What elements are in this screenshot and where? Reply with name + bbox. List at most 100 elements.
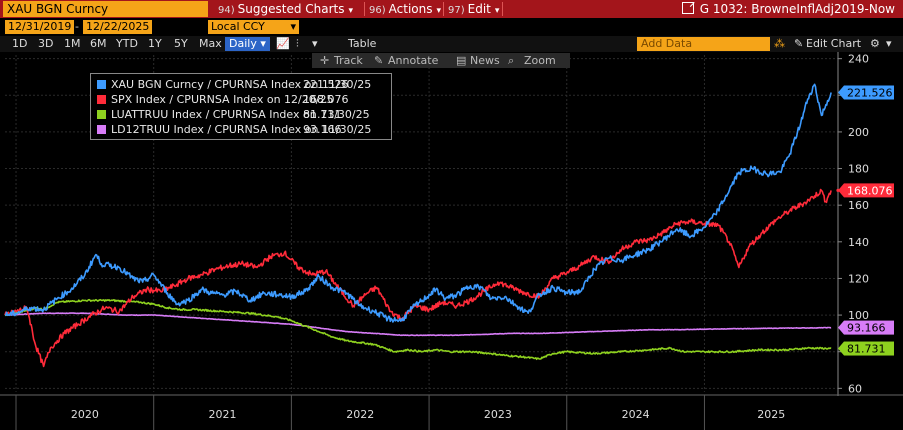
bar-chart-icon[interactable]: ⫶: [296, 37, 299, 50]
news-icon: ▤: [456, 54, 467, 67]
series-layer: [4, 83, 840, 368]
value-tag-pointer: [838, 183, 844, 198]
legend-value: 93.166: [303, 123, 342, 136]
legend-value: 168.076: [303, 93, 349, 106]
period-max[interactable]: Max: [199, 37, 222, 50]
period-6m[interactable]: 6M: [90, 37, 107, 50]
suggested-charts-menu[interactable]: 94) Suggested Charts ▾: [218, 0, 353, 18]
legend-swatch: [97, 80, 106, 89]
series-gold-line[interactable]: [5, 83, 832, 323]
chevron-down-icon[interactable]: ▾: [312, 37, 318, 50]
menu-divider: [502, 2, 503, 16]
chevron-down-icon: ▾: [260, 37, 266, 50]
value-tag-label: 81.731: [847, 343, 886, 356]
pencil-icon[interactable]: ✎: [794, 37, 804, 50]
series-ld12truu-line[interactable]: [4, 312, 832, 337]
settings-gear-icon[interactable]: ⚙: [870, 37, 880, 50]
menu-divider: [364, 2, 365, 16]
value-tag-box: [844, 341, 894, 356]
period-1d[interactable]: 1D: [12, 37, 28, 50]
legend-item-gold[interactable]: XAU BGN Curncy / CPURNSA Index on 11/30/…: [97, 77, 385, 92]
chevron-down-icon: ▾: [436, 6, 442, 16]
search-icon: ⌕: [508, 54, 515, 67]
edit-menu[interactable]: 97) Edit ▾: [448, 0, 499, 18]
value-tag-label: 93.166: [847, 322, 886, 335]
chart-title-text: G 1032: BrowneInflAdj2019-Now: [699, 2, 895, 16]
actions-number: 96): [369, 5, 386, 16]
actions-menu[interactable]: 96) Actions ▾: [369, 0, 441, 18]
period-1m[interactable]: 1M: [64, 37, 81, 50]
x-tick-label: 2023: [484, 408, 512, 421]
chevron-down-icon: ▾: [348, 6, 354, 16]
series-spx-line[interactable]: [4, 188, 832, 368]
edit-number: 97): [448, 5, 465, 16]
y-tick-label: 100: [848, 309, 869, 322]
settings-icon[interactable]: ⁂: [774, 37, 785, 50]
expand-icon[interactable]: [681, 2, 694, 14]
y-tick-label: 180: [848, 163, 869, 176]
period-5y[interactable]: 5Y: [174, 37, 188, 50]
legend-item-luattruu[interactable]: LUATTRUU Index / CPURNSA Index on 11/30/…: [97, 107, 385, 122]
date-range-dash: -: [75, 20, 79, 33]
chart-tools: ✛ Track ✎ Annotate ▤ News ⌕ Zoom: [312, 53, 570, 68]
track-button[interactable]: Track: [334, 54, 363, 67]
y-tick-label: 240: [848, 53, 869, 66]
start-date-input[interactable]: 12/31/2019: [5, 20, 75, 34]
legend-swatch: [97, 125, 106, 134]
ticker-field[interactable]: XAU BGN Curncy: [3, 1, 208, 17]
value-tag-pointer: [838, 85, 844, 100]
y-tick-label: 200: [848, 126, 869, 139]
value-tag-label: 221.526: [847, 86, 893, 99]
series-luattruu-line[interactable]: [4, 298, 832, 361]
legend-swatch: [97, 110, 106, 119]
legend-label: XAU BGN Curncy / CPURNSA Index on 11/30/…: [111, 78, 372, 91]
zoom-button[interactable]: Zoom: [524, 54, 556, 67]
chart-legend[interactable]: XAU BGN Curncy / CPURNSA Index on 11/30/…: [90, 73, 392, 140]
legend-label: LUATTRUU Index / CPURNSA Index on 11/30/…: [111, 108, 370, 121]
table-button[interactable]: Table: [348, 37, 377, 50]
pencil-icon: ✎: [374, 54, 384, 67]
value-tag-box: [844, 320, 894, 335]
period-toolbar: 1D 3D 1M 6M YTD 1Y 5Y Max Daily ▾ 📈 ⫶ ▾ …: [0, 36, 903, 52]
frequency-label: Daily: [229, 37, 257, 50]
annotate-button[interactable]: Annotate: [388, 54, 439, 67]
period-ytd[interactable]: YTD: [116, 37, 138, 50]
news-button[interactable]: News: [470, 54, 500, 67]
end-date-input[interactable]: 12/22/2025: [83, 20, 153, 34]
chevron-down-icon: ▾: [494, 6, 500, 16]
legend-label: SPX Index / CPURNSA Index on 12/20/25: [111, 93, 334, 106]
chevron-down-icon: ▾: [290, 20, 296, 33]
edit-chart-button[interactable]: Edit Chart: [806, 37, 862, 50]
chart-title: G 1032: BrowneInflAdj2019-Now: [681, 0, 895, 18]
x-tick-label: 2024: [622, 408, 650, 421]
y-tick-label: 160: [848, 199, 869, 212]
edit-label: Edit: [467, 2, 491, 16]
value-tag-box: [844, 85, 894, 100]
y-tick-label: 140: [848, 236, 869, 249]
currency-label: Local CCY: [211, 20, 265, 33]
date-range-bar: 12/31/2019 - 12/22/2025 Local CCY ▾: [0, 19, 903, 36]
frequency-select[interactable]: Daily ▾: [225, 37, 270, 51]
period-3d[interactable]: 3D: [38, 37, 54, 50]
period-1y[interactable]: 1Y: [148, 37, 162, 50]
x-tick-label: 2020: [71, 408, 99, 421]
suggested-charts-number: 94): [218, 5, 235, 16]
y-tick-label: 60: [848, 382, 862, 395]
actions-label: Actions: [388, 2, 433, 16]
value-tag-label: 168.076: [847, 184, 893, 197]
line-chart-icon[interactable]: 📈: [276, 37, 290, 50]
crosshair-icon: ✛: [320, 54, 330, 67]
legend-item-spx[interactable]: SPX Index / CPURNSA Index on 12/20/25 168…: [97, 92, 385, 107]
legend-swatch: [97, 95, 106, 104]
y-tick-label: 120: [848, 272, 869, 285]
legend-item-ld12truu[interactable]: LD12TRUU Index / CPURNSA Index on 11/30/…: [97, 122, 385, 137]
value-tag-pointer: [838, 341, 844, 356]
legend-value: 81.731: [303, 108, 342, 121]
x-tick-label: 2022: [346, 408, 374, 421]
value-tags: 221.526 168.076 81.731 93.166: [838, 85, 894, 356]
currency-select[interactable]: Local CCY ▾: [208, 20, 299, 34]
chevron-down-icon[interactable]: ▾: [886, 37, 892, 50]
x-tick-label: 2021: [209, 408, 237, 421]
add-data-input[interactable]: Add Data: [637, 37, 770, 51]
value-tag-box: [844, 183, 894, 198]
